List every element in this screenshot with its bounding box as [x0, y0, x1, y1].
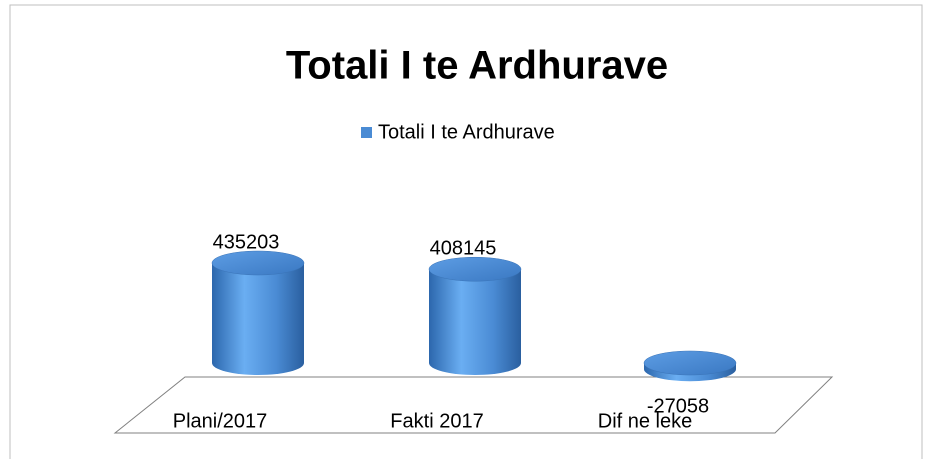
- x-tick-label: Plani/2017: [173, 410, 268, 432]
- x-tick-label: Dif ne leke: [598, 410, 693, 432]
- data-label: 435203: [213, 231, 280, 253]
- chart-border: [9, 4, 923, 459]
- x-tick-label: Fakti 2017: [390, 410, 483, 432]
- data-label: -27058: [647, 395, 709, 417]
- legend-swatch: [361, 127, 372, 138]
- cylinder-top: [211, 250, 305, 276]
- data-label: 408145: [430, 237, 497, 259]
- chart-title: Totali I te Ardhurave: [286, 44, 668, 88]
- cylinder-top: [643, 350, 737, 376]
- legend-label: Totali I te Ardhurave: [378, 121, 555, 143]
- cylinder-top: [428, 256, 522, 282]
- cylinder-body: [212, 263, 304, 375]
- cylinder-body: [429, 269, 521, 375]
- floor: [113, 376, 834, 434]
